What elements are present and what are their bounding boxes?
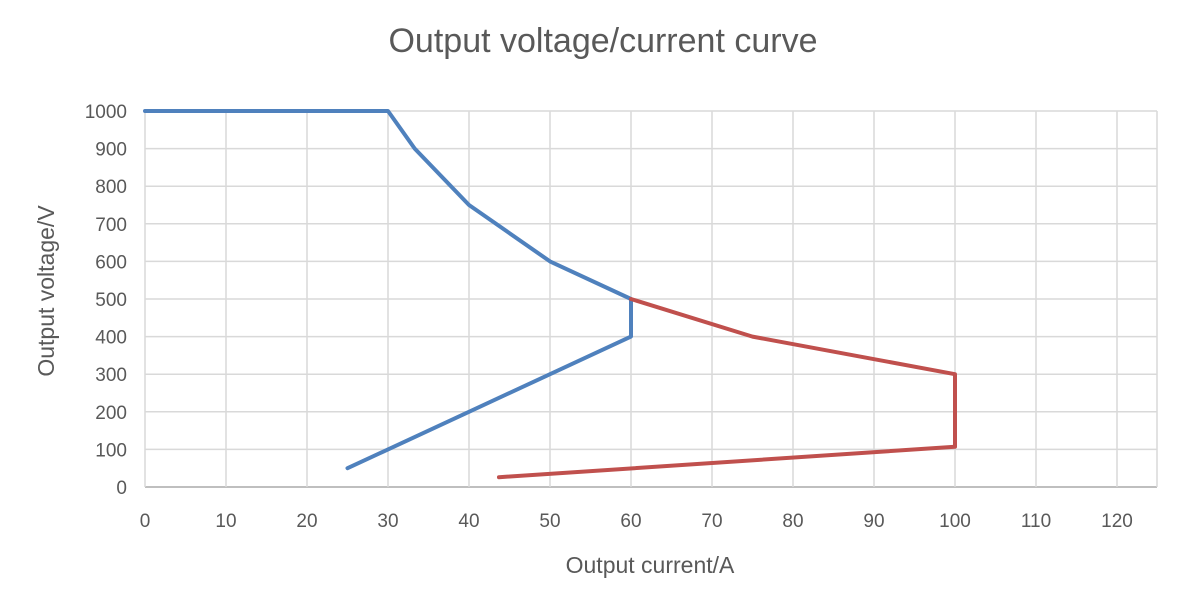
x-tick-label: 70 <box>701 511 722 532</box>
x-tick-label: 20 <box>296 511 317 532</box>
y-tick-label: 100 <box>95 440 127 461</box>
y-tick-label: 500 <box>95 290 127 311</box>
chart-title: Output voltage/current curve <box>388 22 817 60</box>
series-lines <box>143 109 957 480</box>
x-tick-label: 120 <box>1101 511 1133 532</box>
x-tick-label: 60 <box>620 511 641 532</box>
y-axis-label: Output voltage/V <box>33 205 59 377</box>
x-tick-label: 10 <box>215 511 236 532</box>
y-tick-label: 300 <box>95 365 127 386</box>
x-tick-label: 30 <box>377 511 398 532</box>
y-tick-label: 1000 <box>85 102 127 123</box>
y-tick-label: 400 <box>95 328 127 349</box>
x-tick-label: 110 <box>1021 511 1051 532</box>
x-tick-label: 80 <box>782 511 803 532</box>
x-tick-label: 40 <box>458 511 479 532</box>
y-tick-label: 600 <box>95 252 127 273</box>
x-tick-label: 0 <box>140 511 151 532</box>
y-tick-label: 200 <box>95 403 127 424</box>
x-tick-label: 90 <box>863 511 884 532</box>
y-tick-label: 0 <box>116 478 127 499</box>
y-tick-label: 700 <box>95 215 127 236</box>
tick-labels: 0 100 200 300 400 500 600 700 800 900 1000 0 10 20 30 4… <box>85 102 1133 532</box>
y-tick-label: 900 <box>95 140 127 161</box>
x-tick-label: 50 <box>539 511 560 532</box>
x-tick-label: 100 <box>939 511 971 532</box>
x-axis-label: Output current/A <box>566 552 735 578</box>
grid <box>144 110 1158 488</box>
y-tick-label: 800 <box>95 177 127 198</box>
series-line-2 <box>496 297 957 480</box>
